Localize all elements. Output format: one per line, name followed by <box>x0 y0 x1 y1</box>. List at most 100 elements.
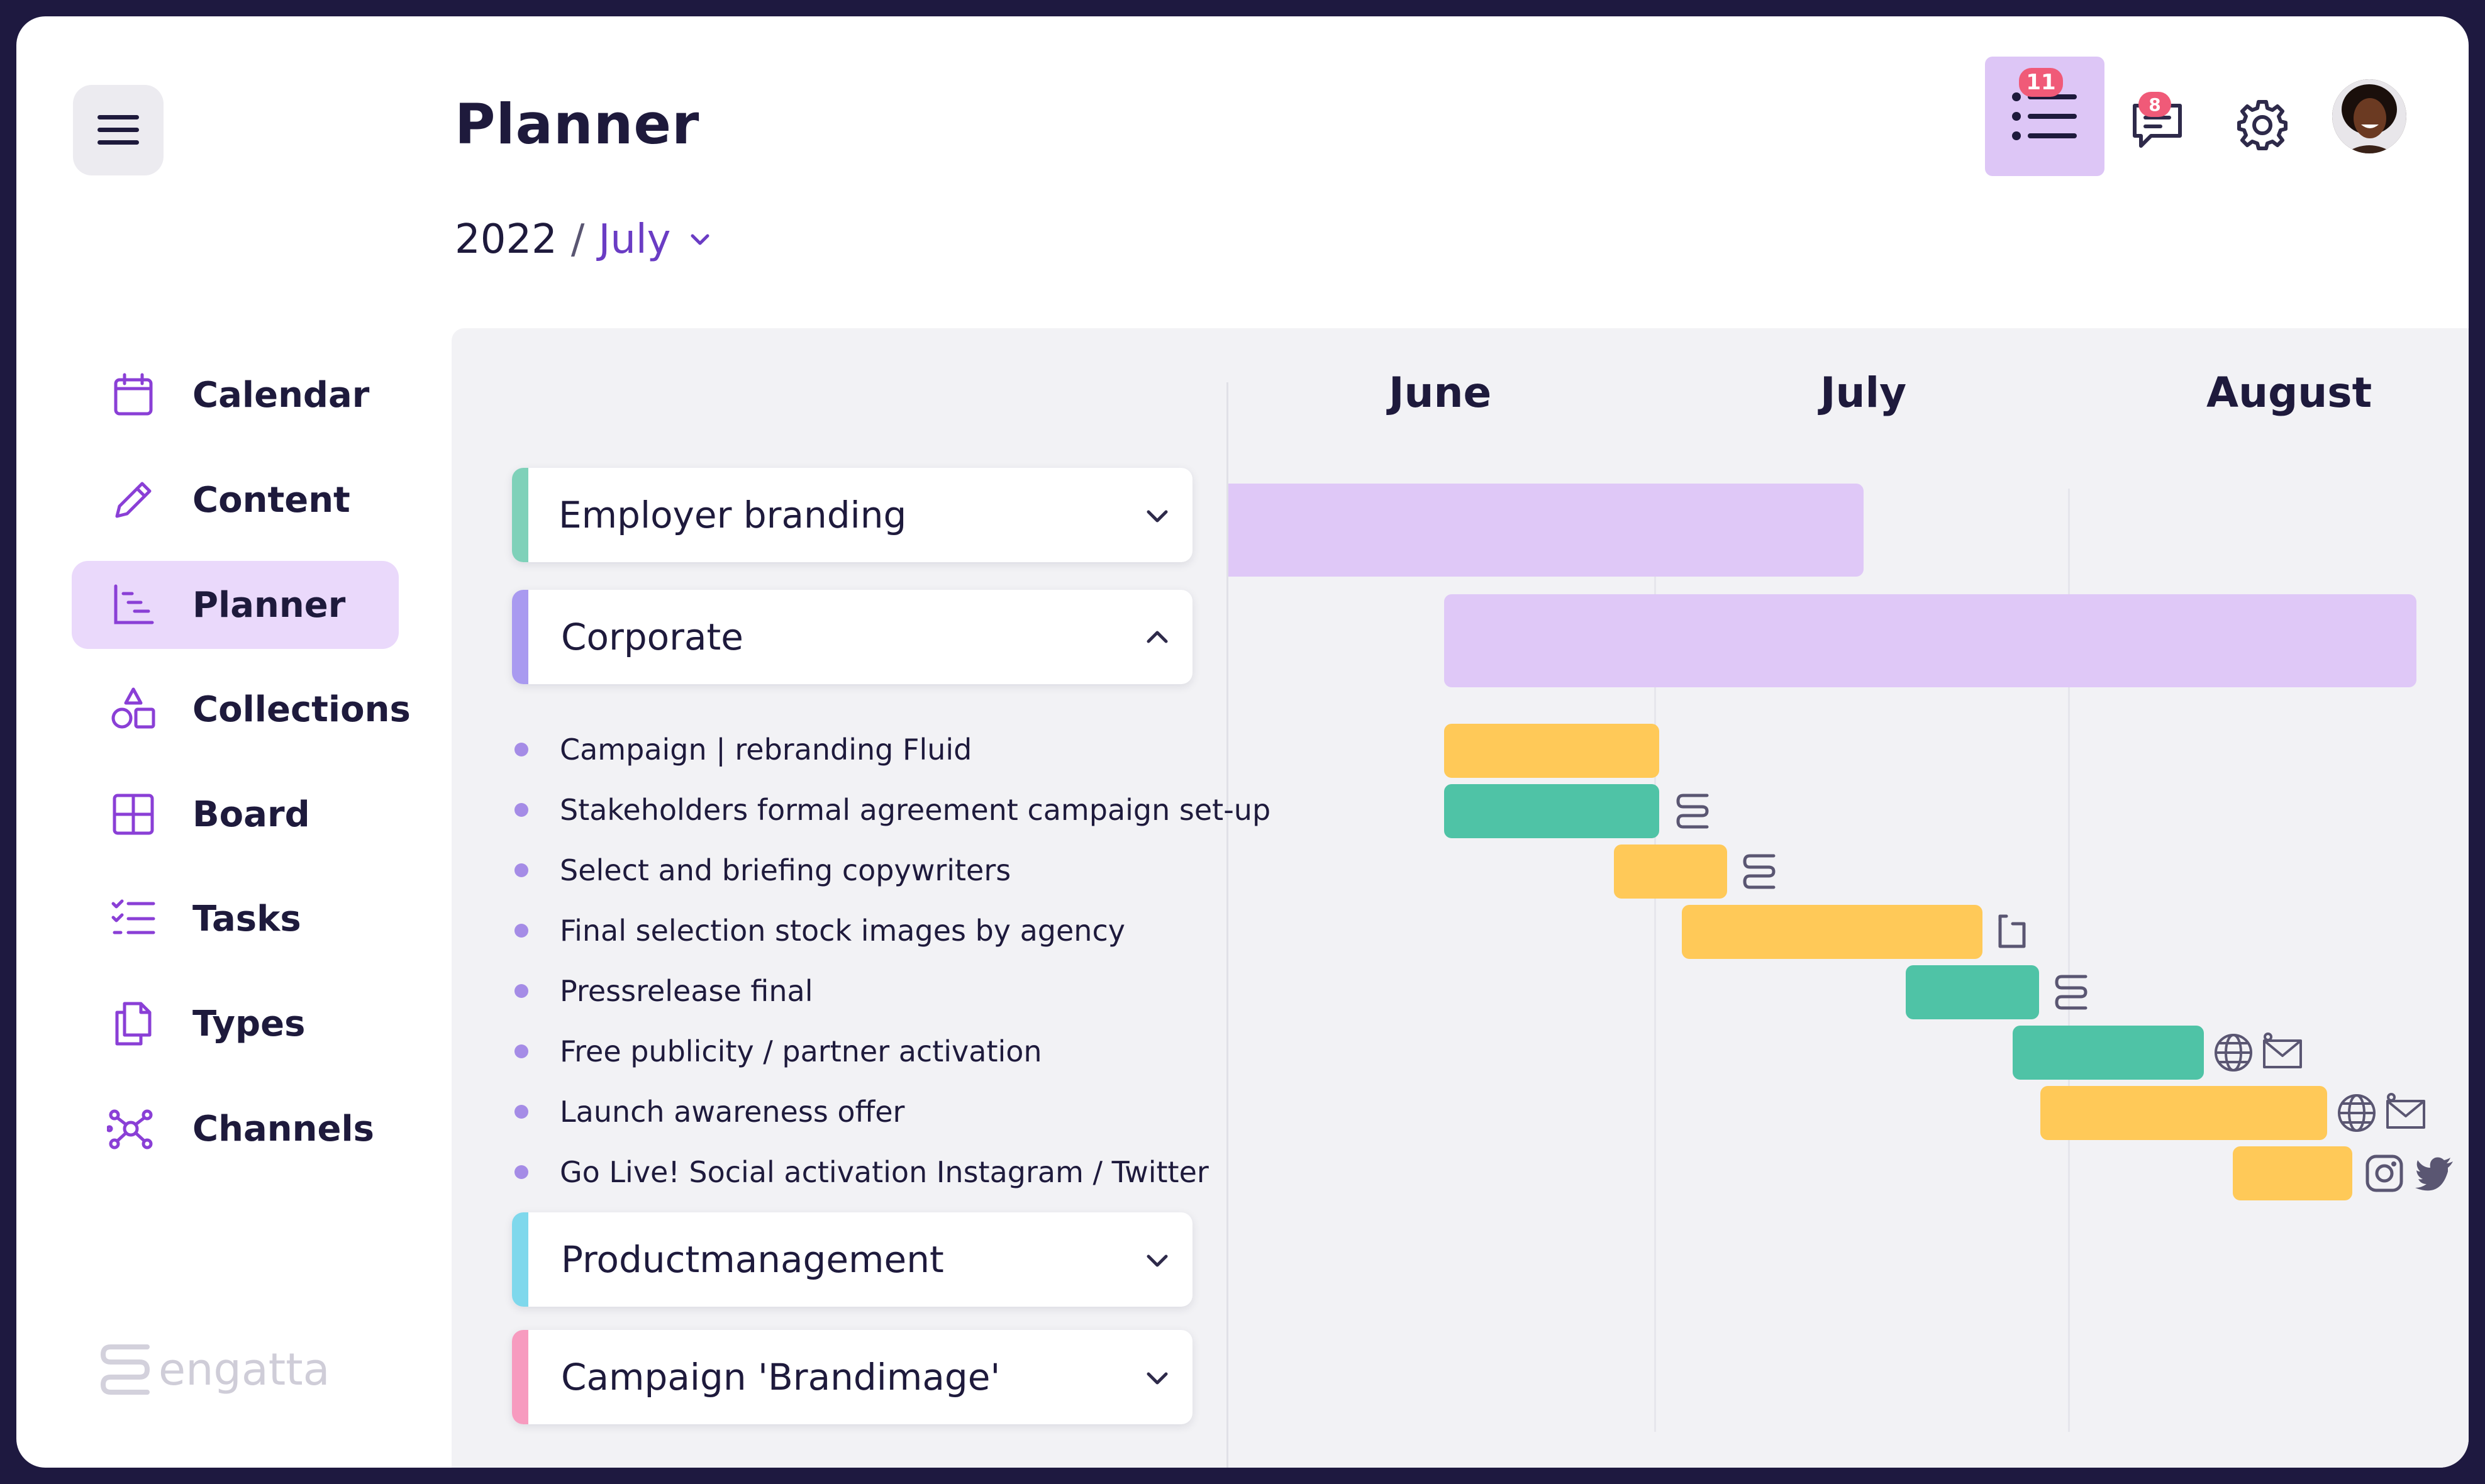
group-productmanagement[interactable]: Productmanagement <box>512 1212 1192 1307</box>
task-bar[interactable] <box>1444 784 1659 838</box>
task-name: Pressrelease final <box>560 974 813 1008</box>
checklist-icon <box>111 899 155 934</box>
sidebar-item-planner[interactable]: Planner <box>72 561 399 649</box>
messages-badge: 8 <box>2138 92 2171 117</box>
task-name: Free publicity / partner activation <box>560 1034 1042 1068</box>
task-name: Stakeholders formal agreement campaign s… <box>560 793 1271 827</box>
task-bar[interactable] <box>1906 965 2039 1019</box>
task-name: Go Live! Social activation Instagram / T… <box>560 1155 1209 1189</box>
email-icon[interactable] <box>2384 1091 2428 1135</box>
task-bullet <box>514 1105 528 1119</box>
task-bar[interactable] <box>2013 1026 2204 1080</box>
group-name: Campaign 'Brandimage' <box>561 1356 1001 1398</box>
avatar[interactable] <box>2332 79 2406 153</box>
task-row[interactable]: Select and briefing copywriters <box>514 848 1011 892</box>
chevron-down-icon[interactable] <box>685 224 715 255</box>
network-icon <box>107 1109 153 1149</box>
documents-icon <box>115 1002 152 1046</box>
task-bullet <box>514 1044 528 1058</box>
sidebar-item-content[interactable]: Content <box>72 456 399 544</box>
brand-logo: engatta <box>97 1339 330 1400</box>
month-gridline <box>2068 489 2070 1432</box>
email-icon[interactable] <box>2260 1031 2304 1075</box>
task-bar[interactable] <box>1444 724 1659 778</box>
engatta-logo-icon <box>100 1344 150 1395</box>
gear-icon <box>2237 100 2288 150</box>
task-bullet <box>514 924 528 938</box>
hamburger-icon <box>97 115 139 145</box>
task-row[interactable]: Stakeholders formal agreement campaign s… <box>514 788 1270 832</box>
menu-button[interactable] <box>73 85 164 175</box>
chevron-up-icon[interactable] <box>1141 621 1174 654</box>
task-bullet <box>514 743 528 756</box>
task-bar[interactable] <box>2040 1086 2327 1140</box>
resize-icon[interactable] <box>1991 910 2035 954</box>
list-timeline-divider <box>1226 382 1228 1468</box>
sidebar-item-label: Board <box>192 794 310 835</box>
sidebar-item-label: Tasks <box>192 898 301 939</box>
task-name: Campaign | rebranding Fluid <box>560 733 972 767</box>
sidebar-item-tasks[interactable]: Tasks <box>72 875 399 963</box>
planner-icon <box>114 584 154 624</box>
chevron-down-icon[interactable] <box>1141 1361 1174 1394</box>
twitter-icon[interactable] <box>2413 1151 2457 1195</box>
month-header-june: June <box>1389 368 1492 417</box>
year-label: 2022 <box>455 216 557 263</box>
www-globe-icon[interactable] <box>2211 1031 2255 1075</box>
group-color-stripe <box>512 590 528 684</box>
task-row[interactable]: Final selection stock images by agency <box>514 909 1125 953</box>
group-bar-employer-branding[interactable] <box>1228 484 1864 577</box>
task-name: Launch awareness offer <box>560 1095 905 1129</box>
sidebar-item-label: Content <box>192 479 350 521</box>
group-campaign-brandimage[interactable]: Campaign 'Brandimage' <box>512 1330 1192 1424</box>
chevron-down-icon[interactable] <box>1141 1244 1174 1276</box>
group-name: Corporate <box>561 616 743 658</box>
engatta-icon[interactable] <box>1737 850 1781 894</box>
sidebar-item-label: Calendar <box>192 374 370 416</box>
sidebar-item-calendar[interactable]: Calendar <box>72 351 399 439</box>
sidebar-item-collections[interactable]: Collections <box>72 665 411 753</box>
month-dropdown[interactable]: July <box>598 216 671 263</box>
task-row[interactable]: Pressrelease final <box>514 969 813 1013</box>
engatta-icon[interactable] <box>1671 789 1715 833</box>
engatta-icon[interactable] <box>2049 970 2093 1014</box>
chat-icon <box>2133 104 2182 148</box>
breadcrumb-separator: / <box>570 216 585 263</box>
month-header-august: August <box>2206 368 2372 417</box>
pencil-icon <box>115 482 152 518</box>
task-bullet <box>514 1165 528 1179</box>
sidebar-item-label: Channels <box>192 1108 374 1149</box>
instagram-icon[interactable] <box>2362 1151 2406 1195</box>
www-globe-icon[interactable] <box>2335 1091 2379 1135</box>
board-icon <box>113 794 154 835</box>
task-row[interactable]: Launch awareness offer <box>514 1090 904 1134</box>
task-bar[interactable] <box>2233 1146 2352 1200</box>
task-list-button[interactable]: 11 <box>1985 57 2104 176</box>
task-row[interactable]: Free publicity / partner activation <box>514 1029 1042 1073</box>
sidebar-item-channels[interactable]: Channels <box>72 1085 399 1173</box>
settings-button[interactable] <box>2228 91 2297 160</box>
task-row[interactable]: Go Live! Social activation Instagram / T… <box>514 1150 1209 1194</box>
group-color-stripe <box>512 1330 528 1424</box>
task-bullet <box>514 803 528 817</box>
shapes-icon <box>111 687 155 729</box>
planner-panel: June July August Employer branding Corpo… <box>452 328 2469 1468</box>
group-name: Productmanagement <box>561 1238 944 1281</box>
month-header-july: July <box>1820 368 1907 417</box>
task-bar[interactable] <box>1682 905 1982 959</box>
group-name: Employer branding <box>559 494 907 536</box>
logo-text: engatta <box>158 1344 330 1395</box>
task-row[interactable]: Campaign | rebranding Fluid <box>514 728 972 772</box>
sidebar-item-label: Types <box>192 1003 306 1044</box>
sidebar-item-board[interactable]: Board <box>72 770 399 858</box>
task-bar[interactable] <box>1614 844 1727 899</box>
messages-button[interactable]: 8 <box>2117 84 2199 166</box>
group-corporate[interactable]: Corporate <box>512 590 1192 684</box>
group-bar-corporate[interactable] <box>1444 594 2416 687</box>
task-name: Select and briefing copywriters <box>560 853 1011 887</box>
sidebar-item-types[interactable]: Types <box>72 980 399 1068</box>
chevron-down-icon[interactable] <box>1141 499 1174 532</box>
group-color-stripe <box>512 468 528 562</box>
group-employer-branding[interactable]: Employer branding <box>512 468 1192 562</box>
task-name: Final selection stock images by agency <box>560 914 1125 948</box>
